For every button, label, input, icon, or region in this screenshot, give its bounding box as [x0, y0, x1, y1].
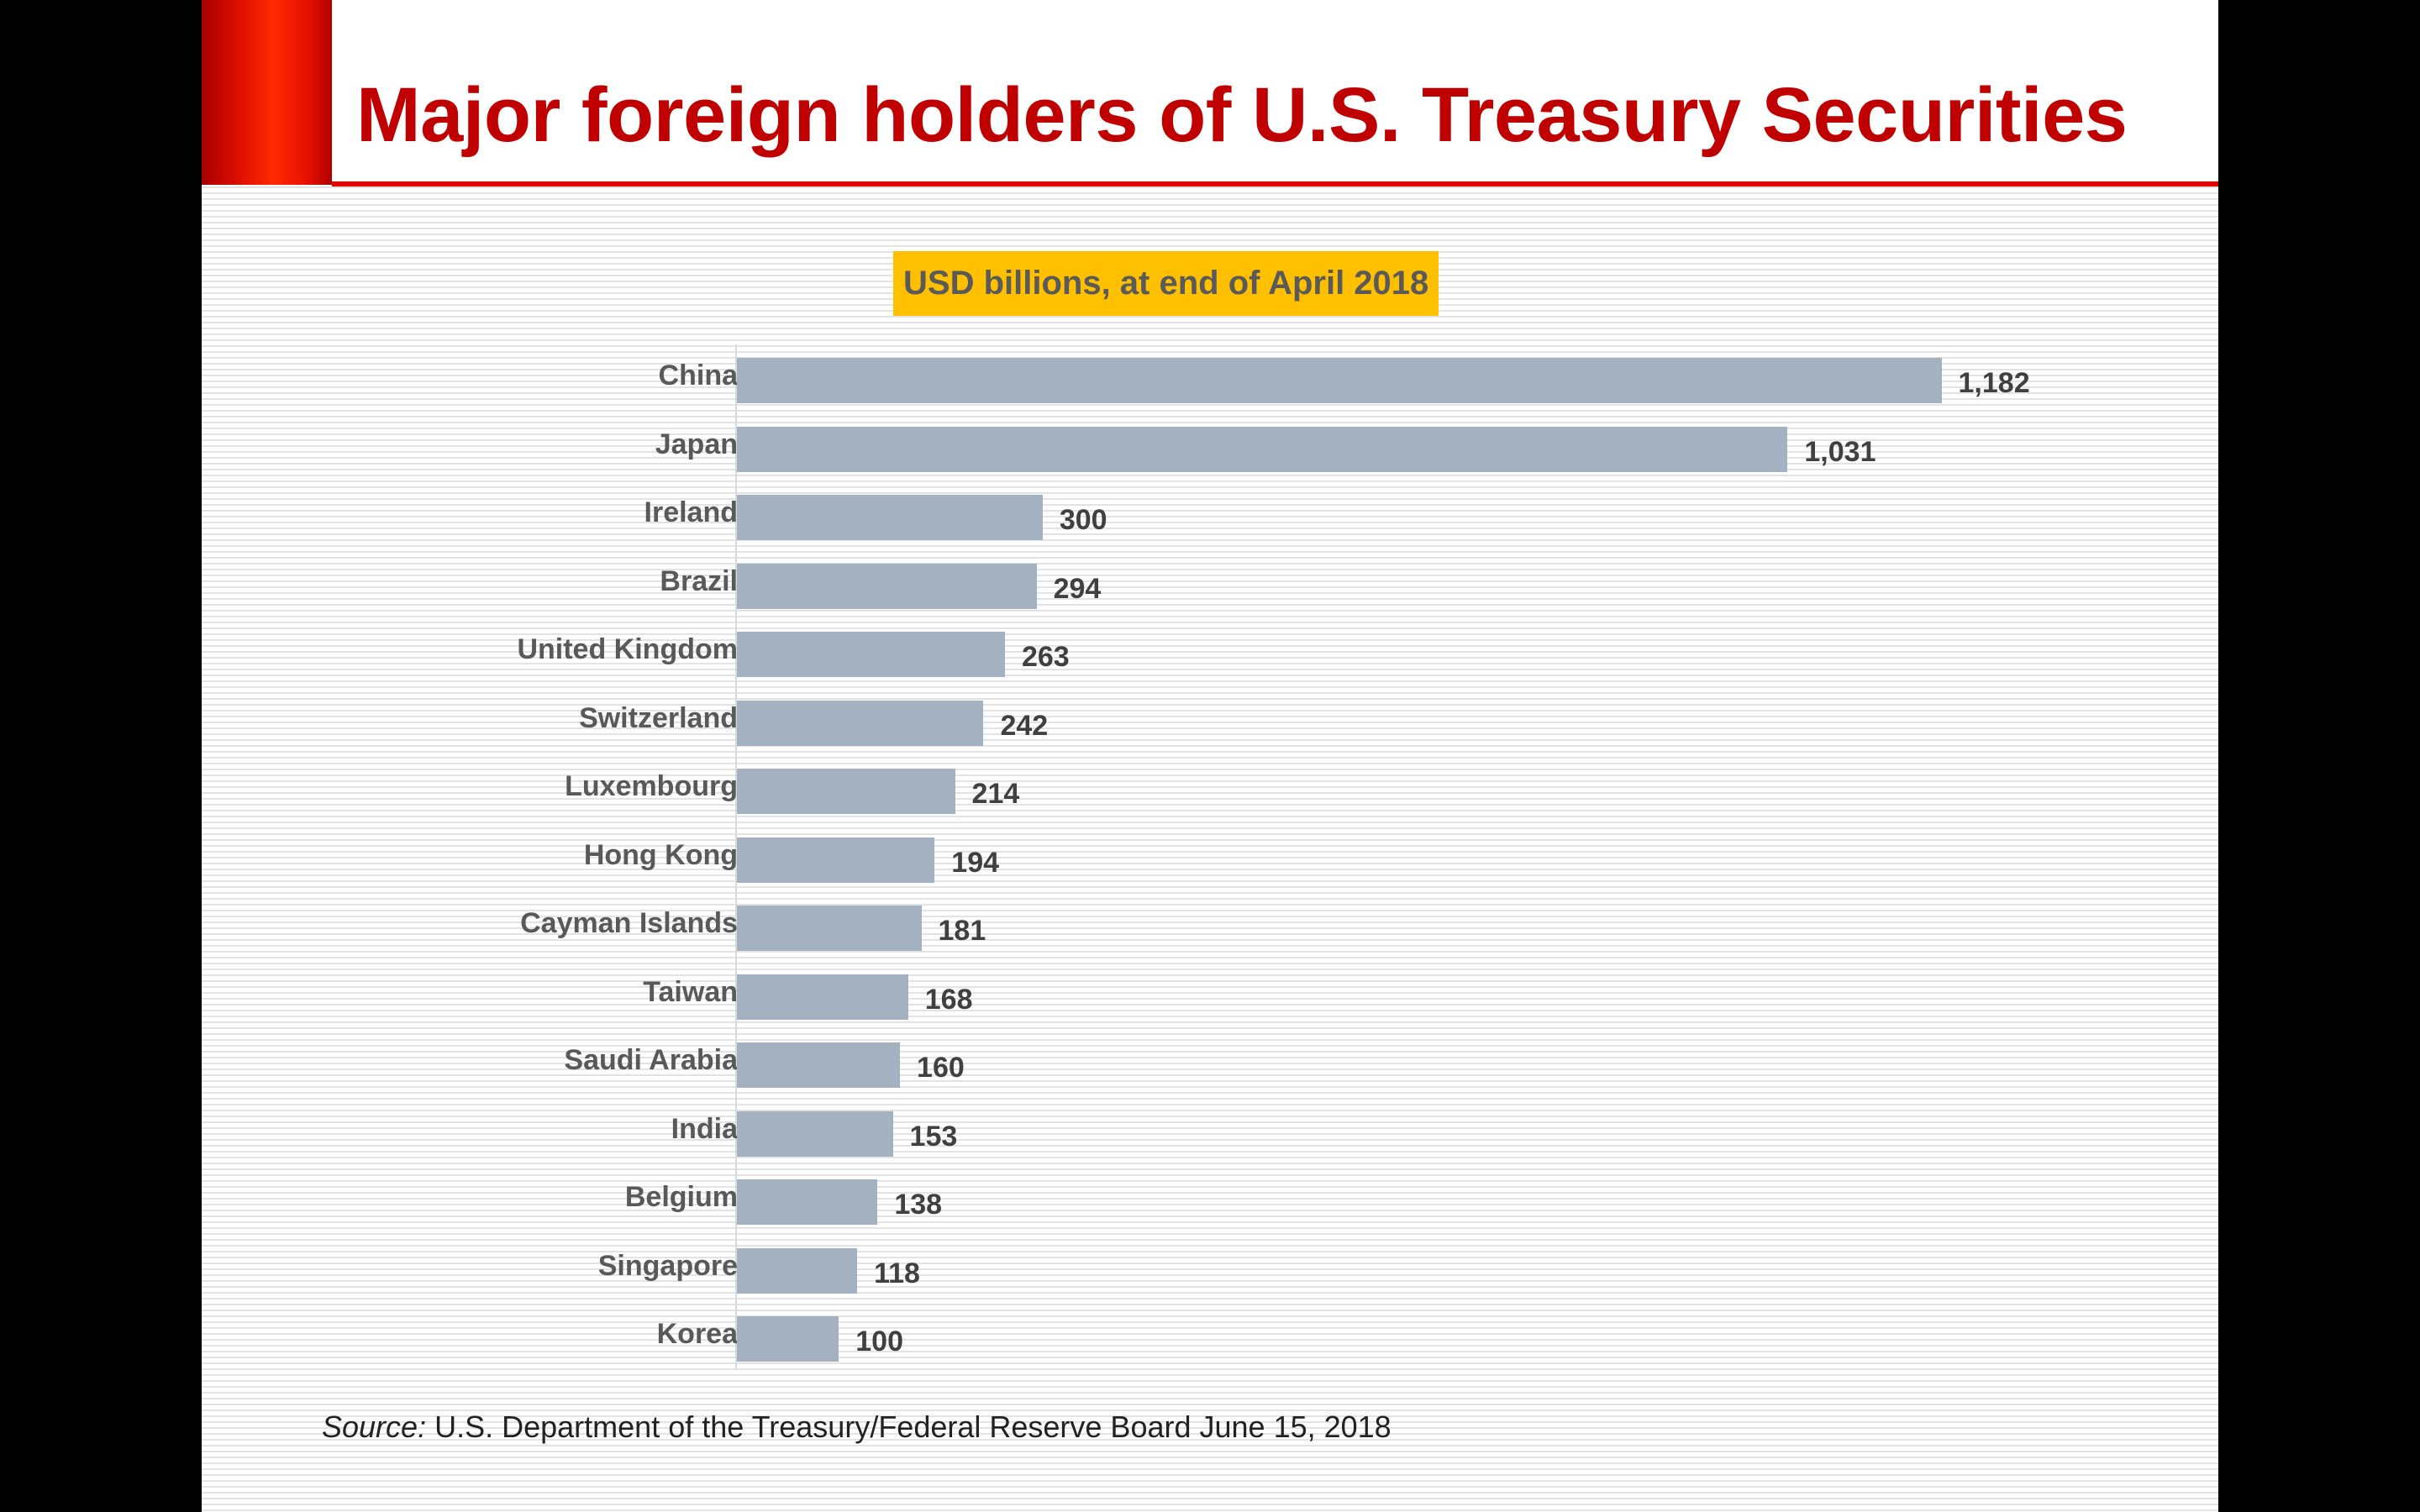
value-label: 138 [894, 1189, 943, 1221]
category-label: Singapore [597, 1249, 738, 1282]
value-label: 1,182 [1958, 367, 2030, 399]
bar [737, 495, 1043, 540]
title-accent-block [202, 0, 332, 185]
bar [737, 632, 1005, 677]
source-prefix: Source: [322, 1410, 427, 1444]
bar [737, 1042, 901, 1088]
y-axis-line [735, 344, 737, 1369]
bar [737, 906, 922, 951]
category-label: Luxembourg [565, 770, 738, 802]
value-label: 214 [971, 778, 1020, 810]
category-label: United Kingdom [517, 633, 738, 665]
category-label: Brazil [660, 564, 738, 597]
category-label: India [671, 1112, 738, 1145]
value-label: 153 [909, 1120, 958, 1152]
category-label: Japan [655, 428, 738, 460]
bar [737, 974, 908, 1020]
bar [737, 837, 935, 883]
bar [737, 1179, 878, 1225]
bar [737, 1316, 839, 1362]
value-label: 160 [917, 1052, 965, 1084]
slide: Major foreign holders of U.S. Treasury S… [202, 0, 2218, 1512]
value-label: 242 [1000, 709, 1049, 742]
category-label: Ireland [644, 496, 738, 528]
source-text: U.S. Department of the Treasury/Federal … [434, 1410, 1392, 1444]
value-label: 1,031 [1804, 435, 1876, 468]
bar-chart: China 1,182 Japan 1,031 Ireland 300 Brazil 294 U… [328, 336, 2176, 1378]
category-label: Taiwan [643, 975, 738, 1008]
page-title: Major foreign holders of U.S. Treasury S… [356, 72, 2128, 158]
value-label: 263 [1021, 641, 1070, 673]
category-label: Saudi Arabia [564, 1044, 738, 1076]
bar [737, 563, 1037, 609]
bar [737, 426, 1788, 472]
source-note: Source: U.S. Department of the Treasury/… [322, 1410, 1392, 1445]
category-label: Belgium [624, 1181, 738, 1213]
category-label: Korea [656, 1318, 738, 1350]
bar [737, 769, 955, 814]
value-label: 168 [924, 983, 973, 1016]
bar [737, 358, 1942, 403]
value-label: 100 [855, 1326, 903, 1357]
value-label: 294 [1053, 572, 1102, 605]
category-label: Cayman Islands [520, 907, 738, 939]
title-bar [202, 0, 2218, 183]
value-label: 181 [938, 915, 986, 947]
bar [737, 1110, 893, 1157]
category-label: Hong Kong [583, 838, 738, 871]
category-label: China [658, 360, 738, 391]
value-label: 300 [1059, 504, 1107, 536]
chart-subtitle: USD billions, at end of April 2018 [893, 251, 1439, 316]
title-underline [332, 181, 2218, 186]
value-label: 118 [874, 1257, 920, 1289]
bar [737, 1247, 858, 1294]
bar [737, 700, 984, 746]
category-label: Switzerland [579, 701, 738, 734]
value-label: 194 [951, 846, 1000, 879]
